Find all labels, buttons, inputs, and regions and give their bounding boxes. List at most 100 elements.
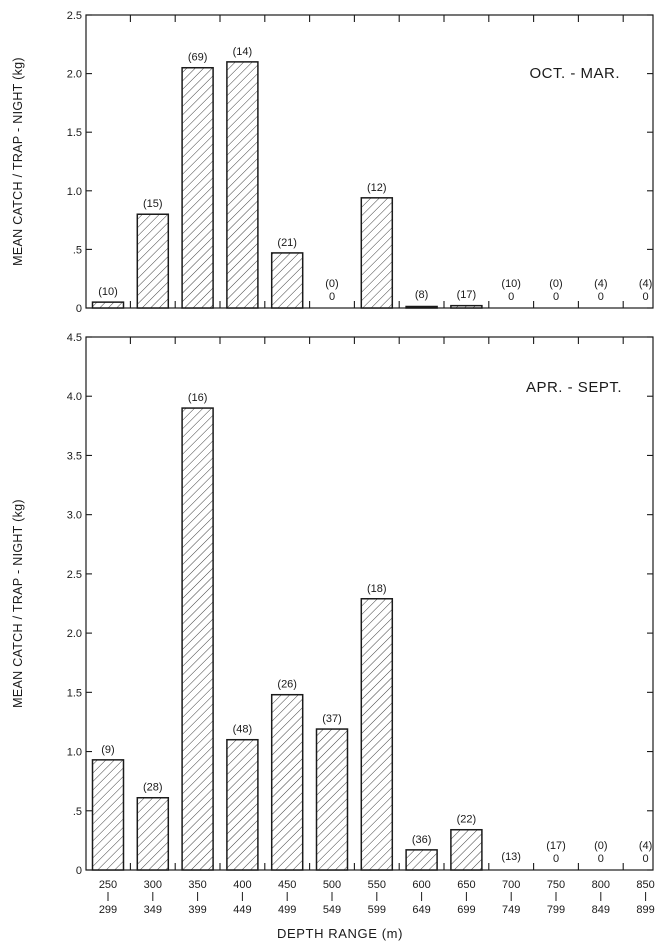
y-tick-label: 2.5 [67, 10, 82, 22]
x-tick-label-start: 400 [233, 879, 251, 891]
sample-count-label: (16) [188, 392, 208, 404]
x-tick-labels: 250 299 300 349 350 399 400 449 450 499 500 549 550 5… [99, 879, 655, 916]
x-tick-label-end: 899 [636, 904, 654, 916]
bar [181, 407, 214, 871]
y-axis-label: MEAN CATCH / TRAP - NIGHT (kg) [11, 57, 25, 266]
bar [360, 598, 394, 871]
zero-value-label: 0 [598, 291, 604, 303]
sample-count-label: (17) [546, 840, 566, 852]
x-tick-label-start: 600 [412, 879, 430, 891]
y-tick-labels: 0 .5 1.0 1.5 2.0 2.5 [67, 10, 82, 315]
bar [226, 738, 259, 871]
x-tick-label-start: 750 [547, 879, 565, 891]
x-tick-label-start: 650 [457, 879, 475, 891]
sample-count-label: (12) [367, 182, 387, 194]
sample-count-label: (26) [277, 679, 297, 691]
sample-count-label: (15) [143, 198, 163, 210]
sample-count-label: (4) [594, 278, 607, 290]
zero-value-label: 0 [643, 291, 649, 303]
sample-count-label: (4) [639, 278, 652, 290]
bar [181, 66, 214, 309]
bar [450, 304, 483, 309]
x-axis-label: DEPTH RANGE (m) [277, 926, 403, 941]
zero-value-label: 0 [329, 291, 335, 303]
bar [405, 849, 438, 871]
y-tick-label: .5 [73, 806, 82, 818]
y-tick-label: 0 [76, 303, 82, 315]
x-tick-label-end: 349 [144, 904, 162, 916]
y-tick-label: 2.0 [67, 628, 82, 640]
sample-count-label: (0) [325, 278, 338, 290]
sample-count-label: (69) [188, 52, 208, 64]
y-tick-label: 1.0 [67, 186, 82, 198]
sample-count-label: (4) [639, 840, 652, 852]
y-tick-labels: 0 .5 1.0 1.5 2.0 2.5 3.0 3.5 4.0 4.5 [67, 332, 82, 877]
x-tick-label-start: 850 [636, 879, 654, 891]
sample-count-label: (36) [412, 834, 432, 846]
sample-count-label: (17) [457, 289, 477, 301]
x-tick-label-end: 599 [368, 904, 386, 916]
bars [91, 407, 483, 871]
sample-count-label: (8) [415, 289, 428, 301]
chart-title: APR. - SEPT. [526, 379, 622, 396]
bar [91, 759, 125, 871]
bar [315, 728, 349, 871]
x-tick-label-start: 500 [323, 879, 341, 891]
chart-oct-mar: 0.51.01.52.02.5 (10)(15)(69) (14)(21)0(0)… [11, 10, 654, 315]
zero-value-label: 0 [553, 291, 559, 303]
sample-count-label: (0) [594, 840, 607, 852]
x-tick-label-end: 299 [99, 904, 117, 916]
sample-count-label: (48) [233, 724, 253, 736]
sample-count-label: (18) [367, 583, 387, 595]
y-tick-label: .5 [73, 244, 82, 256]
bar [270, 252, 304, 309]
zero-value-label: 0 [643, 853, 649, 865]
tick-marks [86, 336, 653, 871]
x-tick-label-start: 300 [144, 879, 162, 891]
chart-apr-sept: 0.51.01.52.02.53.03.54.04.5 (9)(28)(16)(… [11, 332, 655, 941]
y-tick-label: 3.0 [67, 510, 82, 522]
bar [226, 61, 259, 309]
x-tick-label-start: 550 [368, 879, 386, 891]
x-tick-label-end: 649 [412, 904, 430, 916]
y-tick-label: 1.5 [67, 127, 82, 139]
y-tick-label: 2.0 [67, 69, 82, 81]
sample-count-label: (13) [501, 851, 521, 863]
sample-count-label: (22) [457, 814, 477, 826]
x-tick-label-end: 849 [592, 904, 610, 916]
tick-marks [86, 14, 653, 309]
bar [270, 693, 304, 871]
zero-value-label: 0 [508, 291, 514, 303]
bar [405, 305, 438, 309]
bar [136, 796, 170, 871]
sample-count-label: (10) [98, 286, 118, 298]
x-tick-label-end: 699 [457, 904, 475, 916]
y-tick-label: 1.0 [67, 747, 82, 759]
chart-title: OCT. - MAR. [530, 65, 621, 82]
x-tick-label-end: 799 [547, 904, 565, 916]
zero-value-label: 0 [553, 853, 559, 865]
sample-count-label: (28) [143, 782, 163, 794]
x-tick-label-start: 450 [278, 879, 296, 891]
bar [136, 213, 170, 309]
sample-count-label: (37) [322, 713, 342, 725]
y-tick-label: 0 [76, 865, 82, 877]
zero-value-label: 0 [598, 853, 604, 865]
x-tick-label-end: 399 [188, 904, 206, 916]
x-tick-label-start: 800 [592, 879, 610, 891]
y-tick-label: 1.5 [67, 687, 82, 699]
bars [91, 61, 483, 309]
x-tick-label-start: 350 [188, 879, 206, 891]
y-tick-label: 4.5 [67, 332, 82, 344]
x-tick-label-end: 749 [502, 904, 520, 916]
bar [360, 197, 394, 309]
sample-count-label: (14) [233, 46, 253, 58]
x-tick-label-end: 549 [323, 904, 341, 916]
sample-count-label: (9) [101, 744, 114, 756]
y-tick-label: 4.0 [67, 391, 82, 403]
count-labels: (10)(15)(69) (14)(21)0(0)(12)(8) (17) 0(10)… [98, 46, 652, 303]
sample-count-label: (10) [501, 278, 521, 290]
x-tick-label-start: 700 [502, 879, 520, 891]
y-tick-label: 3.5 [67, 450, 82, 462]
